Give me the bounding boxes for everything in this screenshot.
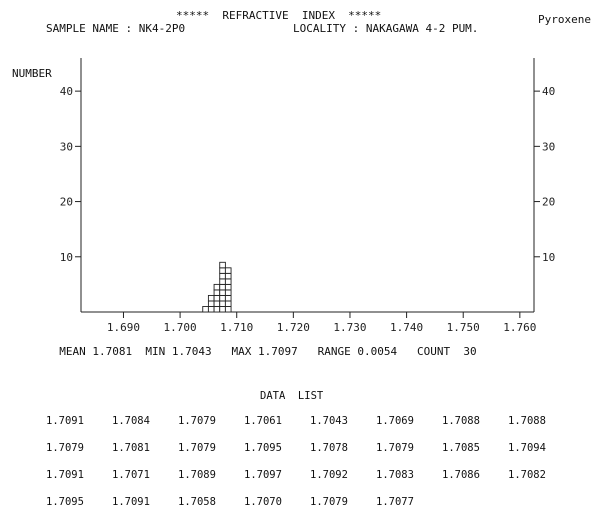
histogram-cell <box>207 294 215 302</box>
data-list-value: 1.7092 <box>310 469 348 481</box>
count-value: 30 <box>463 345 477 358</box>
data-list-value: 1.7083 <box>376 469 414 481</box>
histogram-cell <box>219 267 226 274</box>
histogram-cell <box>219 300 226 307</box>
x-tick-label: 1.750 <box>447 321 480 334</box>
locality: LOCALITY : NAKAGAWA 4-2 PUM. <box>293 22 479 35</box>
x-tick-label: 1.710 <box>220 321 253 334</box>
min-label: MIN <box>145 345 166 358</box>
data-list-value: 1.7071 <box>112 469 150 481</box>
data-list-value: 1.7088 <box>508 415 546 427</box>
histogram-cell <box>224 294 232 302</box>
histogram-cell <box>213 306 221 313</box>
histogram-cell <box>224 272 232 280</box>
data-list-value: 1.7079 <box>178 442 216 454</box>
mean-value: 1.7081 <box>92 345 133 358</box>
data-list-value: 1.7082 <box>508 469 546 481</box>
histogram-cell <box>213 300 221 307</box>
y-tick-label-right: 40 <box>542 85 555 98</box>
histogram-cell <box>213 289 221 296</box>
data-list-title: DATA LIST <box>260 390 324 402</box>
range-value: 0.0054 <box>357 345 398 358</box>
data-list-value: 1.7095 <box>46 496 84 508</box>
data-list-value: 1.7086 <box>442 469 480 481</box>
y-axis-label: NUMBER <box>12 67 52 80</box>
data-list-value: 1.7091 <box>46 415 84 427</box>
histogram-cell <box>224 289 232 296</box>
data-list-value: 1.7088 <box>442 415 480 427</box>
count-label: COUNT <box>417 345 451 358</box>
histogram-cell <box>219 261 226 269</box>
y-tick-label-left: 10 <box>60 251 73 264</box>
histogram-cell <box>213 283 221 291</box>
histogram-cell <box>224 267 232 274</box>
mean-label: MEAN <box>59 345 86 358</box>
histogram-cell <box>213 294 221 302</box>
stats-line: MEAN 1.7081 MIN 1.7043 MAX 1.7097 RANGE … <box>46 334 477 358</box>
y-tick-label-left: 40 <box>60 85 73 98</box>
histogram-cell <box>207 300 215 307</box>
data-list-value: 1.7061 <box>244 415 282 427</box>
data-list-value: 1.7077 <box>376 496 414 508</box>
x-tick-label: 1.700 <box>164 321 197 334</box>
data-list-value: 1.7070 <box>244 496 282 508</box>
x-tick-label: 1.740 <box>390 321 423 334</box>
mineral-label: Pyroxene <box>538 13 591 26</box>
data-list-value: 1.7089 <box>178 469 216 481</box>
data-list-value: 1.7097 <box>244 469 282 481</box>
data-list-value: 1.7058 <box>178 496 216 508</box>
data-list-value: 1.7079 <box>310 496 348 508</box>
data-list-value: 1.7095 <box>244 442 282 454</box>
data-list-value: 1.7078 <box>310 442 348 454</box>
histogram-cell <box>224 306 232 313</box>
histogram-cell <box>207 306 215 313</box>
x-tick-label: 1.690 <box>107 321 140 334</box>
range-label: RANGE <box>317 345 351 358</box>
data-list-value: 1.7079 <box>46 442 84 454</box>
max-value: 1.7097 <box>258 345 298 358</box>
min-value: 1.7043 <box>171 345 212 358</box>
y-tick-label-right: 10 <box>542 251 555 264</box>
data-list-value: 1.7091 <box>112 496 150 508</box>
histogram-cell <box>224 300 232 307</box>
data-list-value: 1.7043 <box>310 415 348 427</box>
data-list-value: 1.7094 <box>508 442 546 454</box>
y-tick-label-left: 20 <box>60 196 73 209</box>
data-list-value: 1.7081 <box>112 442 150 454</box>
sample-name: SAMPLE NAME : NK4-2P0 <box>46 22 186 35</box>
histogram-cell <box>219 283 226 291</box>
y-tick-label-right: 30 <box>542 140 555 153</box>
data-list-value: 1.7084 <box>112 415 150 427</box>
y-tick-label-left: 30 <box>60 140 73 153</box>
histogram-cell <box>219 289 226 296</box>
data-list-value: 1.7091 <box>46 469 84 481</box>
page-title: ***** REFRACTIVE INDEX ***** <box>176 9 382 22</box>
data-list-value: 1.7079 <box>376 442 414 454</box>
histogram-cell <box>219 278 226 285</box>
histogram-cell <box>219 272 226 280</box>
x-tick-label: 1.730 <box>333 321 366 334</box>
histogram-cell <box>224 278 232 285</box>
x-tick-label: 1.760 <box>503 321 536 334</box>
histogram-cell <box>219 306 226 313</box>
histogram-cell <box>219 294 226 302</box>
histogram-cell <box>224 283 232 291</box>
data-list-value: 1.7079 <box>178 415 216 427</box>
max-label: MAX <box>231 345 252 358</box>
histogram-cell <box>202 306 209 313</box>
y-tick-label-right: 20 <box>542 196 555 209</box>
x-tick-label: 1.720 <box>277 321 310 334</box>
data-list-value: 1.7069 <box>376 415 414 427</box>
histogram-chart: 10 10 20 20 30 30 40 40 1.690 1.700 1.710 1.720 1.73… <box>60 58 555 334</box>
data-list-value: 1.7085 <box>442 442 480 454</box>
